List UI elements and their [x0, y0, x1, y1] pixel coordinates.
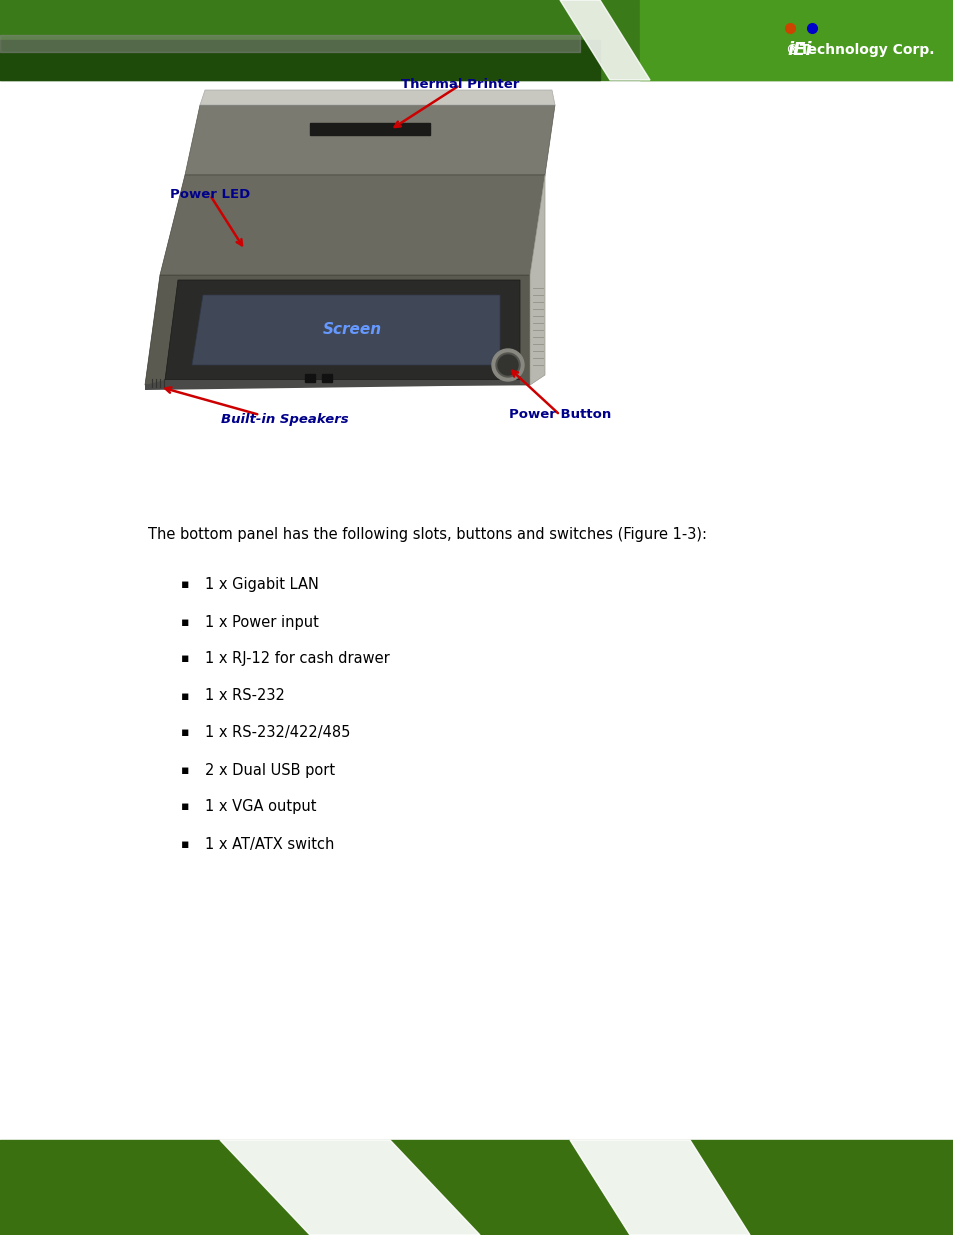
Polygon shape	[145, 275, 530, 385]
Polygon shape	[160, 175, 544, 275]
Text: 1 x RS-232/422/485: 1 x RS-232/422/485	[205, 725, 350, 741]
Text: 1 x AT/ATX switch: 1 x AT/ATX switch	[205, 836, 334, 851]
Text: 1 x Gigabit LAN: 1 x Gigabit LAN	[205, 578, 318, 593]
Polygon shape	[530, 175, 544, 385]
Circle shape	[497, 354, 517, 375]
Text: Power Button: Power Button	[508, 409, 611, 421]
Polygon shape	[145, 380, 519, 390]
Text: Screen: Screen	[322, 322, 381, 337]
Text: 1 x VGA output: 1 x VGA output	[205, 799, 316, 815]
Text: ▪: ▪	[180, 800, 189, 814]
Text: Built-in Speakers: Built-in Speakers	[221, 414, 349, 426]
Text: ▪: ▪	[180, 837, 189, 851]
Bar	[305, 374, 314, 382]
Bar	[322, 374, 332, 382]
Polygon shape	[569, 1140, 749, 1235]
Polygon shape	[192, 295, 499, 366]
Bar	[310, 124, 430, 135]
Polygon shape	[185, 105, 555, 175]
Text: Thermal Printer: Thermal Printer	[400, 79, 518, 91]
Text: ▪: ▪	[180, 652, 189, 666]
Circle shape	[492, 350, 523, 382]
Text: ▪: ▪	[180, 763, 189, 777]
Text: ▪: ▪	[180, 689, 189, 703]
Circle shape	[496, 353, 519, 377]
Text: 2 x Dual USB port: 2 x Dual USB port	[205, 762, 335, 778]
Text: ▪: ▪	[180, 726, 189, 740]
Polygon shape	[200, 90, 555, 105]
Text: 1 x Power input: 1 x Power input	[205, 615, 318, 630]
Text: 1 x RS-232: 1 x RS-232	[205, 688, 285, 704]
Text: The bottom panel has the following slots, buttons and switches (Figure 1-3):: The bottom panel has the following slots…	[148, 527, 706, 542]
Text: ▪: ▪	[180, 578, 189, 592]
Text: ▪: ▪	[180, 615, 189, 629]
Text: Power LED: Power LED	[170, 189, 250, 201]
Text: ®Technology Corp.: ®Technology Corp.	[785, 43, 933, 57]
Polygon shape	[559, 0, 649, 80]
Text: iEi: iEi	[787, 41, 811, 59]
Polygon shape	[165, 280, 519, 380]
Text: 1 x RJ-12 for cash drawer: 1 x RJ-12 for cash drawer	[205, 652, 390, 667]
Polygon shape	[220, 1140, 479, 1235]
